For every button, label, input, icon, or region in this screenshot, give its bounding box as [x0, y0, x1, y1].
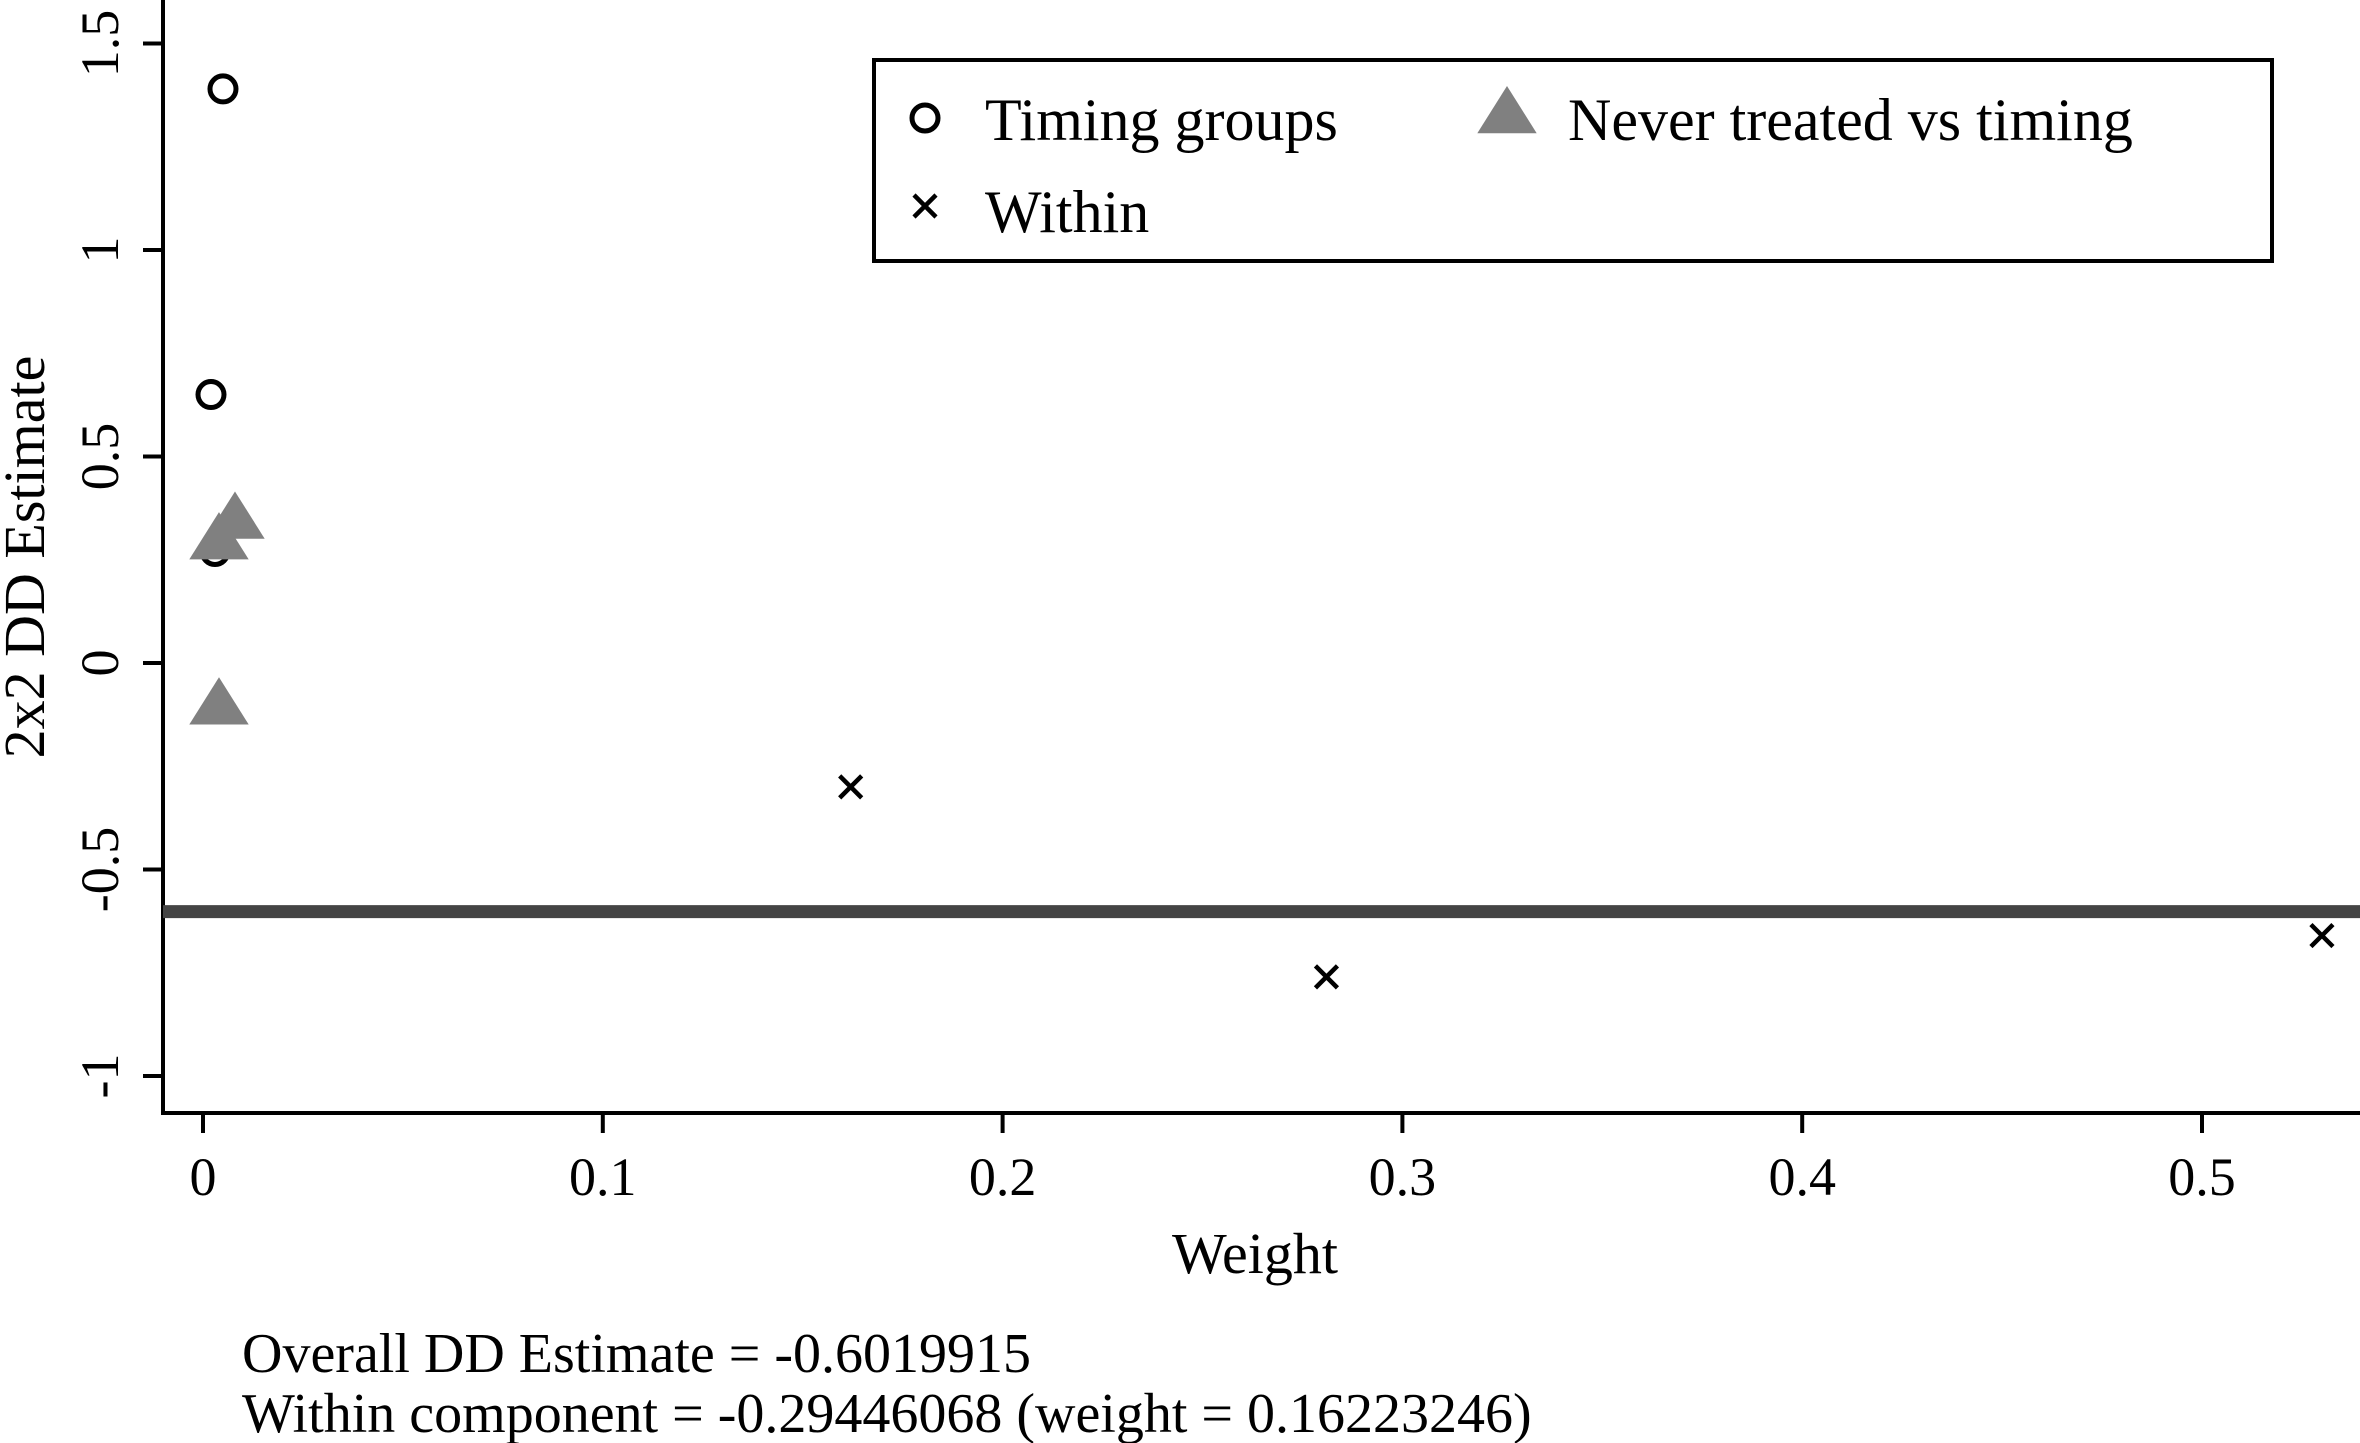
legend: Timing groups Never treated vs timing With… [872, 58, 2274, 263]
within-point [1313, 964, 1340, 990]
legend-label: Within [985, 179, 1149, 245]
y-tick-label: 0.5 [70, 423, 130, 491]
timing-groups-point [195, 379, 227, 411]
legend-label: Never treated vs timing [1568, 87, 2133, 153]
y-tick-label: 0 [70, 650, 130, 677]
legend-label: Timing groups [985, 87, 1338, 153]
data-points [189, 73, 2335, 990]
y-tick-label: -0.5 [70, 827, 130, 912]
legend-never-treated-symbol [1477, 86, 1537, 134]
y-tick-label: 1.5 [70, 10, 130, 78]
within-point [2309, 922, 2335, 949]
legend-within-symbol [912, 193, 938, 219]
x-tick-label: 0 [190, 1147, 217, 1207]
y-tick-label: 1 [70, 237, 130, 264]
never-treated-point [189, 677, 249, 725]
x-tick-label: 0.3 [1369, 1147, 1437, 1207]
y-ticks: -1 -0.5 0 0.5 1 1.5 [70, 10, 163, 1099]
chart-note: Within component = -0.29446068 (weight =… [242, 1383, 1532, 1443]
x-ticks: 0 0.1 0.2 0.3 0.4 0.5 [190, 1113, 2236, 1207]
within-point [838, 774, 864, 800]
never-treated-point [189, 512, 249, 560]
y-tick-label: -1 [70, 1054, 130, 1099]
x-tick-label: 0.4 [1768, 1147, 1836, 1207]
chart-note: Overall DD Estimate = -0.6019915 [242, 1323, 1031, 1385]
timing-groups-point [207, 73, 239, 105]
x-tick-label: 0.5 [2168, 1147, 2236, 1207]
legend-items: Timing groups Never treated vs timing With… [909, 86, 2133, 245]
x-tick-label: 0.1 [569, 1147, 637, 1207]
axes: 0 0.1 0.2 0.3 0.4 0.5 -1 -0.5 0 0.5 1 1.5 [70, 0, 2360, 1207]
x-axis-title: Weight [1172, 1221, 1338, 1286]
legend-box [872, 58, 2274, 263]
legend-timing-groups-symbol [909, 102, 941, 134]
x-tick-label: 0.2 [969, 1147, 1037, 1207]
y-axis-title: 2x2 DD Estimate [0, 356, 57, 759]
